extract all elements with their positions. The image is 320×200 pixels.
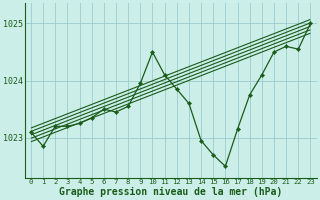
X-axis label: Graphe pression niveau de la mer (hPa): Graphe pression niveau de la mer (hPa) xyxy=(59,186,282,197)
